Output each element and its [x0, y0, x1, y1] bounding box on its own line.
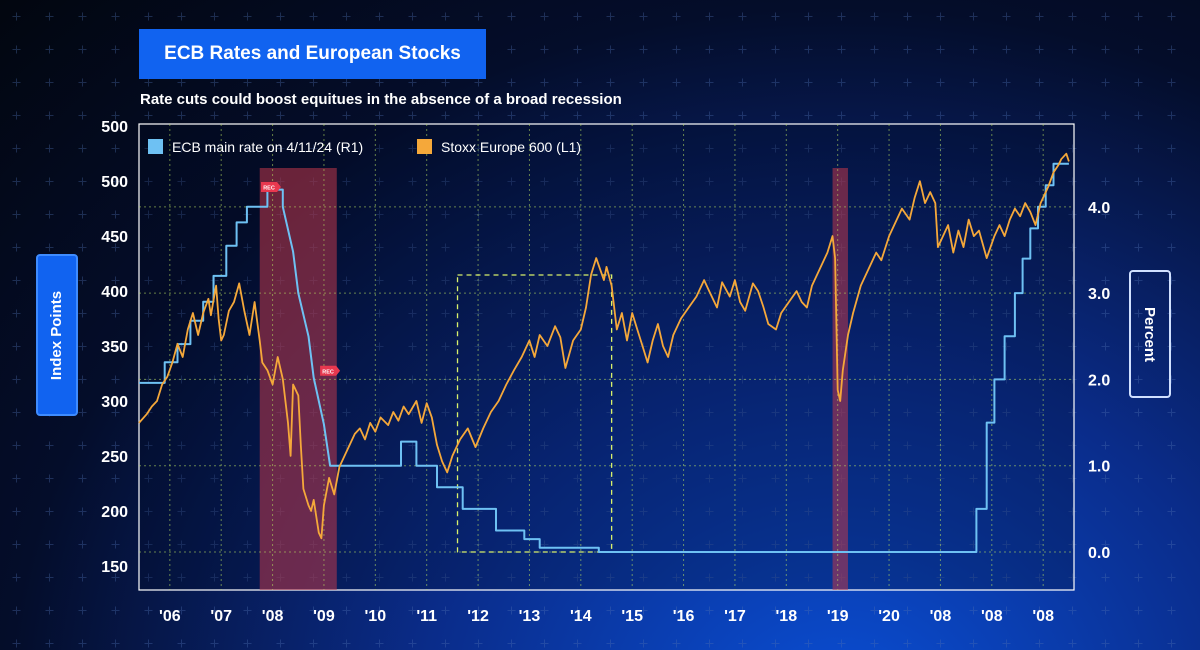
- x-tick-label: '18: [776, 608, 798, 625]
- legend-label-stoxx: Stoxx Europe 600 (L1): [441, 139, 581, 155]
- x-tick-label: '08: [930, 608, 952, 625]
- x-tick-label: '13: [519, 608, 541, 625]
- left-tick-label: 400: [101, 284, 128, 301]
- x-tick-label: '09: [313, 608, 335, 625]
- left-axis-title: Index Points: [36, 254, 78, 416]
- right-tick-label: 1.0: [1088, 459, 1110, 476]
- x-tick-label: '07: [210, 608, 232, 625]
- legend-label-ecb: ECB main rate on 4/11/24 (R1): [172, 139, 363, 155]
- right-tick-label: 3.0: [1088, 286, 1110, 303]
- chart-title: ECB Rates and European Stocks: [139, 29, 486, 79]
- x-tick-label: '19: [827, 608, 849, 625]
- left-tick-label: 350: [101, 339, 128, 356]
- series-lines: [138, 152, 1070, 553]
- right-tick-label: 4.0: [1088, 200, 1110, 217]
- highlight-box-rect: [456, 274, 613, 553]
- right-axis-title: Percent: [1129, 270, 1171, 398]
- left-tick-label: 200: [101, 504, 128, 521]
- x-tick-label: '12: [467, 608, 489, 625]
- highlight-box: [456, 274, 613, 553]
- right-tick-label: 2.0: [1088, 372, 1110, 389]
- x-tick-label: '20: [878, 608, 900, 625]
- x-tick-label: '11: [416, 608, 437, 625]
- rec-flag: [261, 181, 282, 192]
- stoxx-600-line: [138, 152, 1070, 540]
- left-tick-label: 250: [101, 449, 128, 466]
- axis-ticks: '06 '07 '08 '09 '10 '11 '12 '13 '14 '15 '16 '17 '18 '…: [101, 119, 1110, 625]
- x-tick-label: '14: [570, 608, 592, 625]
- chart-subtitle: Rate cuts could boost equitues in the ab…: [140, 91, 622, 108]
- legend: ECB main rate on 4/11/24 (R1) Stoxx Euro…: [148, 139, 581, 155]
- x-tick-label: '06: [159, 608, 181, 625]
- rec-flag: [320, 365, 341, 376]
- x-tick-label: '17: [724, 608, 746, 625]
- x-tick-label: '08: [1032, 608, 1054, 625]
- x-tick-label: '08: [981, 608, 1003, 625]
- x-tick-label: '10: [365, 608, 387, 625]
- gridlines: [139, 124, 1074, 590]
- x-tick-label: '08: [262, 608, 284, 625]
- annotations: REC REC: [261, 181, 341, 376]
- rec-flag-label: REC: [263, 185, 275, 191]
- left-tick-label: 500: [101, 174, 128, 191]
- ecb-rate-line: [139, 162, 1069, 553]
- x-tick-label: '15: [621, 608, 643, 625]
- left-tick-label: 300: [101, 394, 128, 411]
- right-tick-label: 0.0: [1088, 545, 1110, 562]
- legend-swatch-ecb: [148, 139, 163, 154]
- legend-swatch-stoxx: [417, 139, 432, 154]
- left-tick-label: 500: [101, 119, 128, 136]
- rec-flag-label: REC: [322, 369, 334, 375]
- left-tick-label: 150: [101, 559, 128, 576]
- left-tick-label: 450: [101, 229, 128, 246]
- x-tick-label: '16: [673, 608, 695, 625]
